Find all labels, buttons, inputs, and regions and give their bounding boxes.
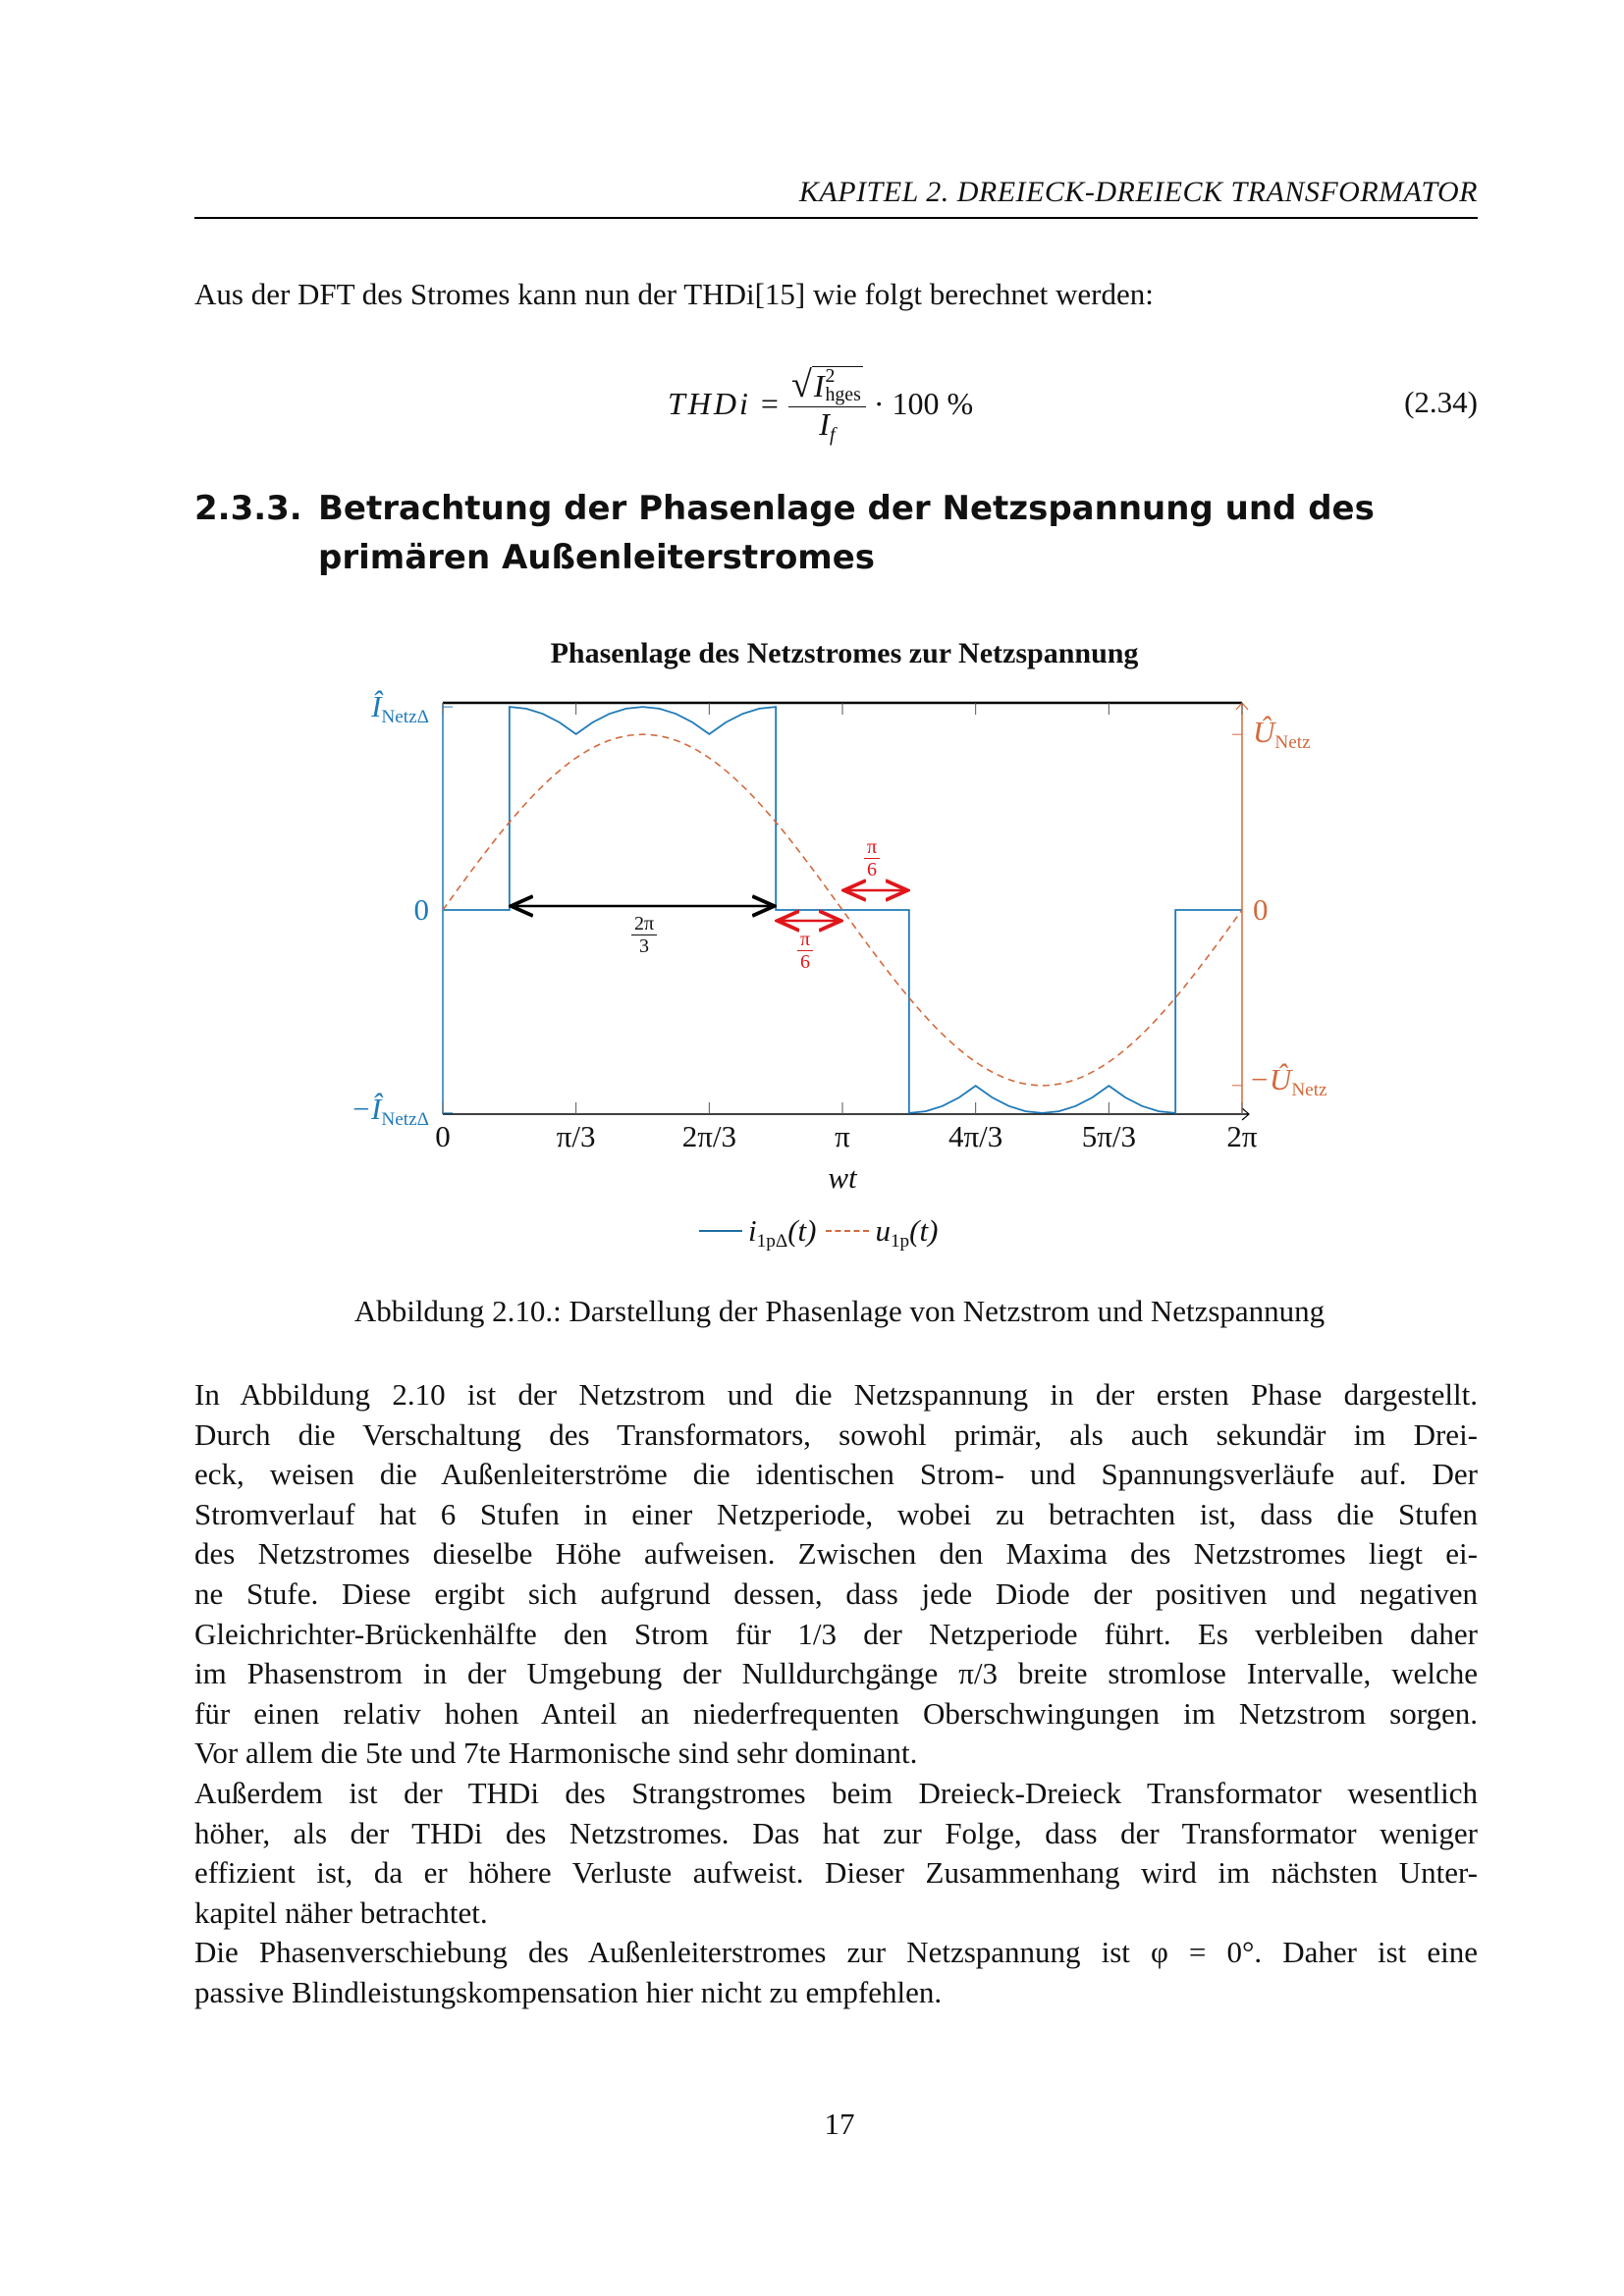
left-tick-label-zero: 0 <box>413 892 430 927</box>
intro-sentence: Aus der DFT des Stromes kann nun der THD… <box>194 277 1154 311</box>
section-number: 2.3.3. <box>194 489 302 528</box>
legend: i1pΔ(t) u1p(t) <box>699 1213 939 1252</box>
body-text-line: Durch die Verschaltung des Transformator… <box>194 1416 1478 1452</box>
body-text-line: ne Stufe. Diese ergibt sich aufgrund des… <box>194 1576 1478 1611</box>
body-text-line: für einen relativ hohen Anteil an nieder… <box>194 1695 1478 1731</box>
eq-num-sub: hges <box>825 384 861 406</box>
x-tick-label: π <box>835 1119 850 1153</box>
x-tick-label: 5π/3 <box>1081 1119 1136 1153</box>
header-rule <box>194 217 1478 219</box>
legend-swatch-current <box>699 1230 742 1232</box>
eq-lhs: THDi <box>668 385 751 421</box>
body-text-line: passive Blindleistungskompensation hier … <box>194 1975 943 2009</box>
eq-num-sup: 2 <box>825 364 836 387</box>
section-title-line2: primären Außenleiterstromes <box>318 538 876 577</box>
left-tick-label-bottom: −ÎNetzΔ <box>351 1092 429 1130</box>
annotation-label-2pi-3: 2π 3 <box>624 913 664 957</box>
figure-caption: Abbildung 2.10.: Darstellung der Phasenl… <box>353 1294 1326 1328</box>
equation-number: (2.34) <box>1404 385 1478 419</box>
body-text-line: effizient ist, da er höhere Verluste auf… <box>194 1855 1478 1891</box>
chart-title: Phasenlage des Netzstromes zur Netzspann… <box>550 637 1139 669</box>
x-axis-arrow-icon <box>1241 1107 1250 1121</box>
equation-2-34: THDi = √ I 2 hges If · 100 % (2.34) <box>0 348 1624 456</box>
running-header: KAPITEL 2. DREIECK-DREIECK TRANSFORMATOR <box>798 176 1478 208</box>
legend-label-current: i1pΔ(t) <box>748 1213 817 1252</box>
x-tick-label: π/3 <box>556 1119 596 1153</box>
sqrt-icon: √ <box>790 364 812 405</box>
section-title-line1: Betrachtung der Phasenlage der Netzspann… <box>318 489 1375 528</box>
page-number: 17 <box>824 2107 855 2141</box>
left-tick-label-top: ÎNetzΔ <box>371 689 429 727</box>
legend-swatch-voltage <box>826 1230 870 1232</box>
right-tick-label-zero: 0 <box>1253 892 1269 927</box>
body-text-line: Vor allem die 5te und 7te Harmonische si… <box>194 1735 918 1771</box>
x-tick-label: 2π <box>1226 1119 1258 1153</box>
body-text-line: Stromverlauf hat 6 Stufen in einer Netzp… <box>194 1496 1478 1531</box>
section-heading: 2.3.3. Betrachtung der Phasenlage der Ne… <box>194 484 1478 582</box>
body-text-line: kapitel näher betrachtet. <box>194 1895 488 1930</box>
body-text-line: Außerdem ist der THDi des Strangstromes … <box>194 1776 1478 1810</box>
eq-den-var: I <box>819 405 830 442</box>
x-axis-label: wt <box>828 1160 857 1195</box>
right-tick-label-top: ÛNetz <box>1253 715 1311 753</box>
body-text-line: eck, weisen die Außenleiterströme die id… <box>194 1457 1478 1492</box>
eq-num-var: I <box>813 367 825 403</box>
body-text-line: höher, als der THDi des Netzstromes. Das… <box>194 1815 1478 1850</box>
phase-chart <box>442 701 1250 1121</box>
body-text-line: des Netzstromes dieselbe Höhe aufweisen.… <box>194 1536 1478 1572</box>
x-tick-label: 4π/3 <box>948 1119 1003 1153</box>
eq-den-sub: f <box>829 423 836 446</box>
body-text-line: im Phasenstrom in der Umgebung der Nulld… <box>194 1656 1478 1691</box>
body-text-line: Die Phasenverschiebung des Außenleiterst… <box>194 1935 1478 1970</box>
eq-factor: · 100 % <box>873 385 974 421</box>
x-tick-label: 2π/3 <box>681 1119 736 1153</box>
eq-equals: = <box>760 385 779 421</box>
body-text-line: Gleichrichter-Brückenhälfte den Strom fü… <box>194 1616 1478 1651</box>
eq-fraction: √ I 2 hges If <box>787 364 866 445</box>
right-tick-label-bottom: −ÛNetz <box>1249 1062 1327 1100</box>
x-tick-label: 0 <box>435 1119 451 1153</box>
body-text-line: In Abbildung 2.10 ist der Netzstrom und … <box>194 1377 1478 1412</box>
series-line-voltage <box>442 733 1243 1087</box>
legend-label-voltage: u1p(t) <box>875 1213 939 1252</box>
